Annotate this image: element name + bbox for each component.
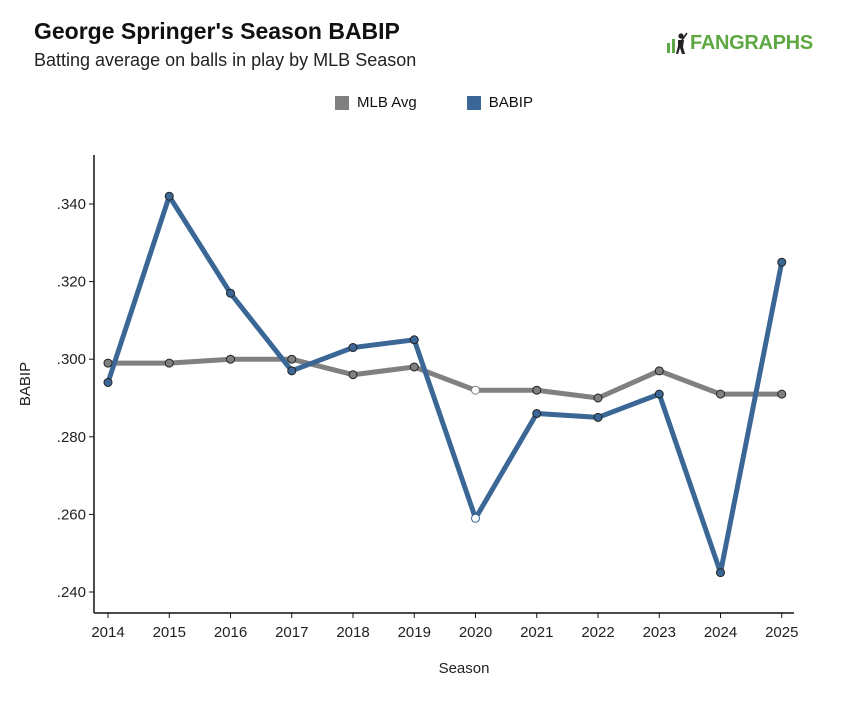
data-point-babip [287,366,297,376]
x-tick-label: 2018 [336,624,369,641]
y-tick-label: .280 [57,429,86,446]
batter-icon [667,32,688,54]
data-point-babip [716,568,725,578]
x-tick-label: 2016 [214,624,247,641]
x-tick-label: 2024 [704,624,737,641]
series-layer [103,191,787,578]
data-point-mlb-avg [654,366,664,376]
data-point-babip [532,409,542,419]
x-axis-label: Season [439,660,490,677]
data-point-babip [103,377,113,387]
series-line-mlb-avg [105,356,785,401]
data-point-mlb-avg [348,370,358,380]
data-point-mlb-avg [777,389,787,399]
x-tick-label: 2023 [643,624,676,641]
legend-swatch-mlb [335,95,350,110]
x-tick-label: 2014 [91,624,124,641]
data-point-mlb-avg [532,385,542,395]
data-point-mlb-avg [409,362,419,372]
y-tick-label: .300 [57,351,86,368]
y-tick-label: .240 [57,584,86,601]
x-tick-label: 2025 [765,624,798,641]
y-tick-label: .320 [57,274,86,291]
data-point-babip [471,513,480,523]
legend-label-babip: BABIP [488,94,533,111]
data-point-mlb-avg [164,358,174,368]
data-point-mlb-avg [471,385,480,395]
x-tick-label: 2021 [520,624,553,641]
chart-subtitle: Batting average on balls in play by MLB … [34,50,417,70]
data-point-babip [226,288,235,298]
data-point-mlb-avg [103,358,113,368]
legend: MLB Avg BABIP [0,94,848,111]
x-tick-label: 2019 [398,624,431,641]
data-point-mlb-avg [226,354,235,364]
data-point-babip [409,335,419,345]
data-point-mlb-avg [716,389,725,399]
data-point-mlb-avg [287,354,297,364]
data-point-babip [593,412,603,422]
x-tick-label: 2017 [275,624,308,641]
x-tick-label: 2015 [153,624,186,641]
chart-title: George Springer's Season BABIP [34,18,400,44]
x-tick-label: 2022 [581,624,614,641]
y-tick-label: .340 [57,196,86,213]
series-line-babip [105,193,785,576]
legend-item-babip: BABIP [466,94,533,111]
legend-label-mlb: MLB Avg [357,94,417,111]
legend-swatch-babip [466,95,481,110]
data-point-babip [348,343,358,353]
logo-text: FANGRAPHS [690,31,813,54]
data-point-mlb-avg [593,393,603,403]
x-tick-label: 2020 [459,624,492,641]
axes: .240 .260 .280 .300 .320 .340 2014 2015 2016 2017… [57,155,798,641]
y-axis-label: BABIP [17,362,34,406]
data-point-babip [164,191,174,201]
data-point-babip [777,257,787,267]
y-tick-label: .260 [57,506,86,523]
data-point-babip [654,389,664,399]
fangraphs-logo: FANGRAPHS [666,30,813,56]
legend-item-mlb: MLB Avg [335,94,417,111]
